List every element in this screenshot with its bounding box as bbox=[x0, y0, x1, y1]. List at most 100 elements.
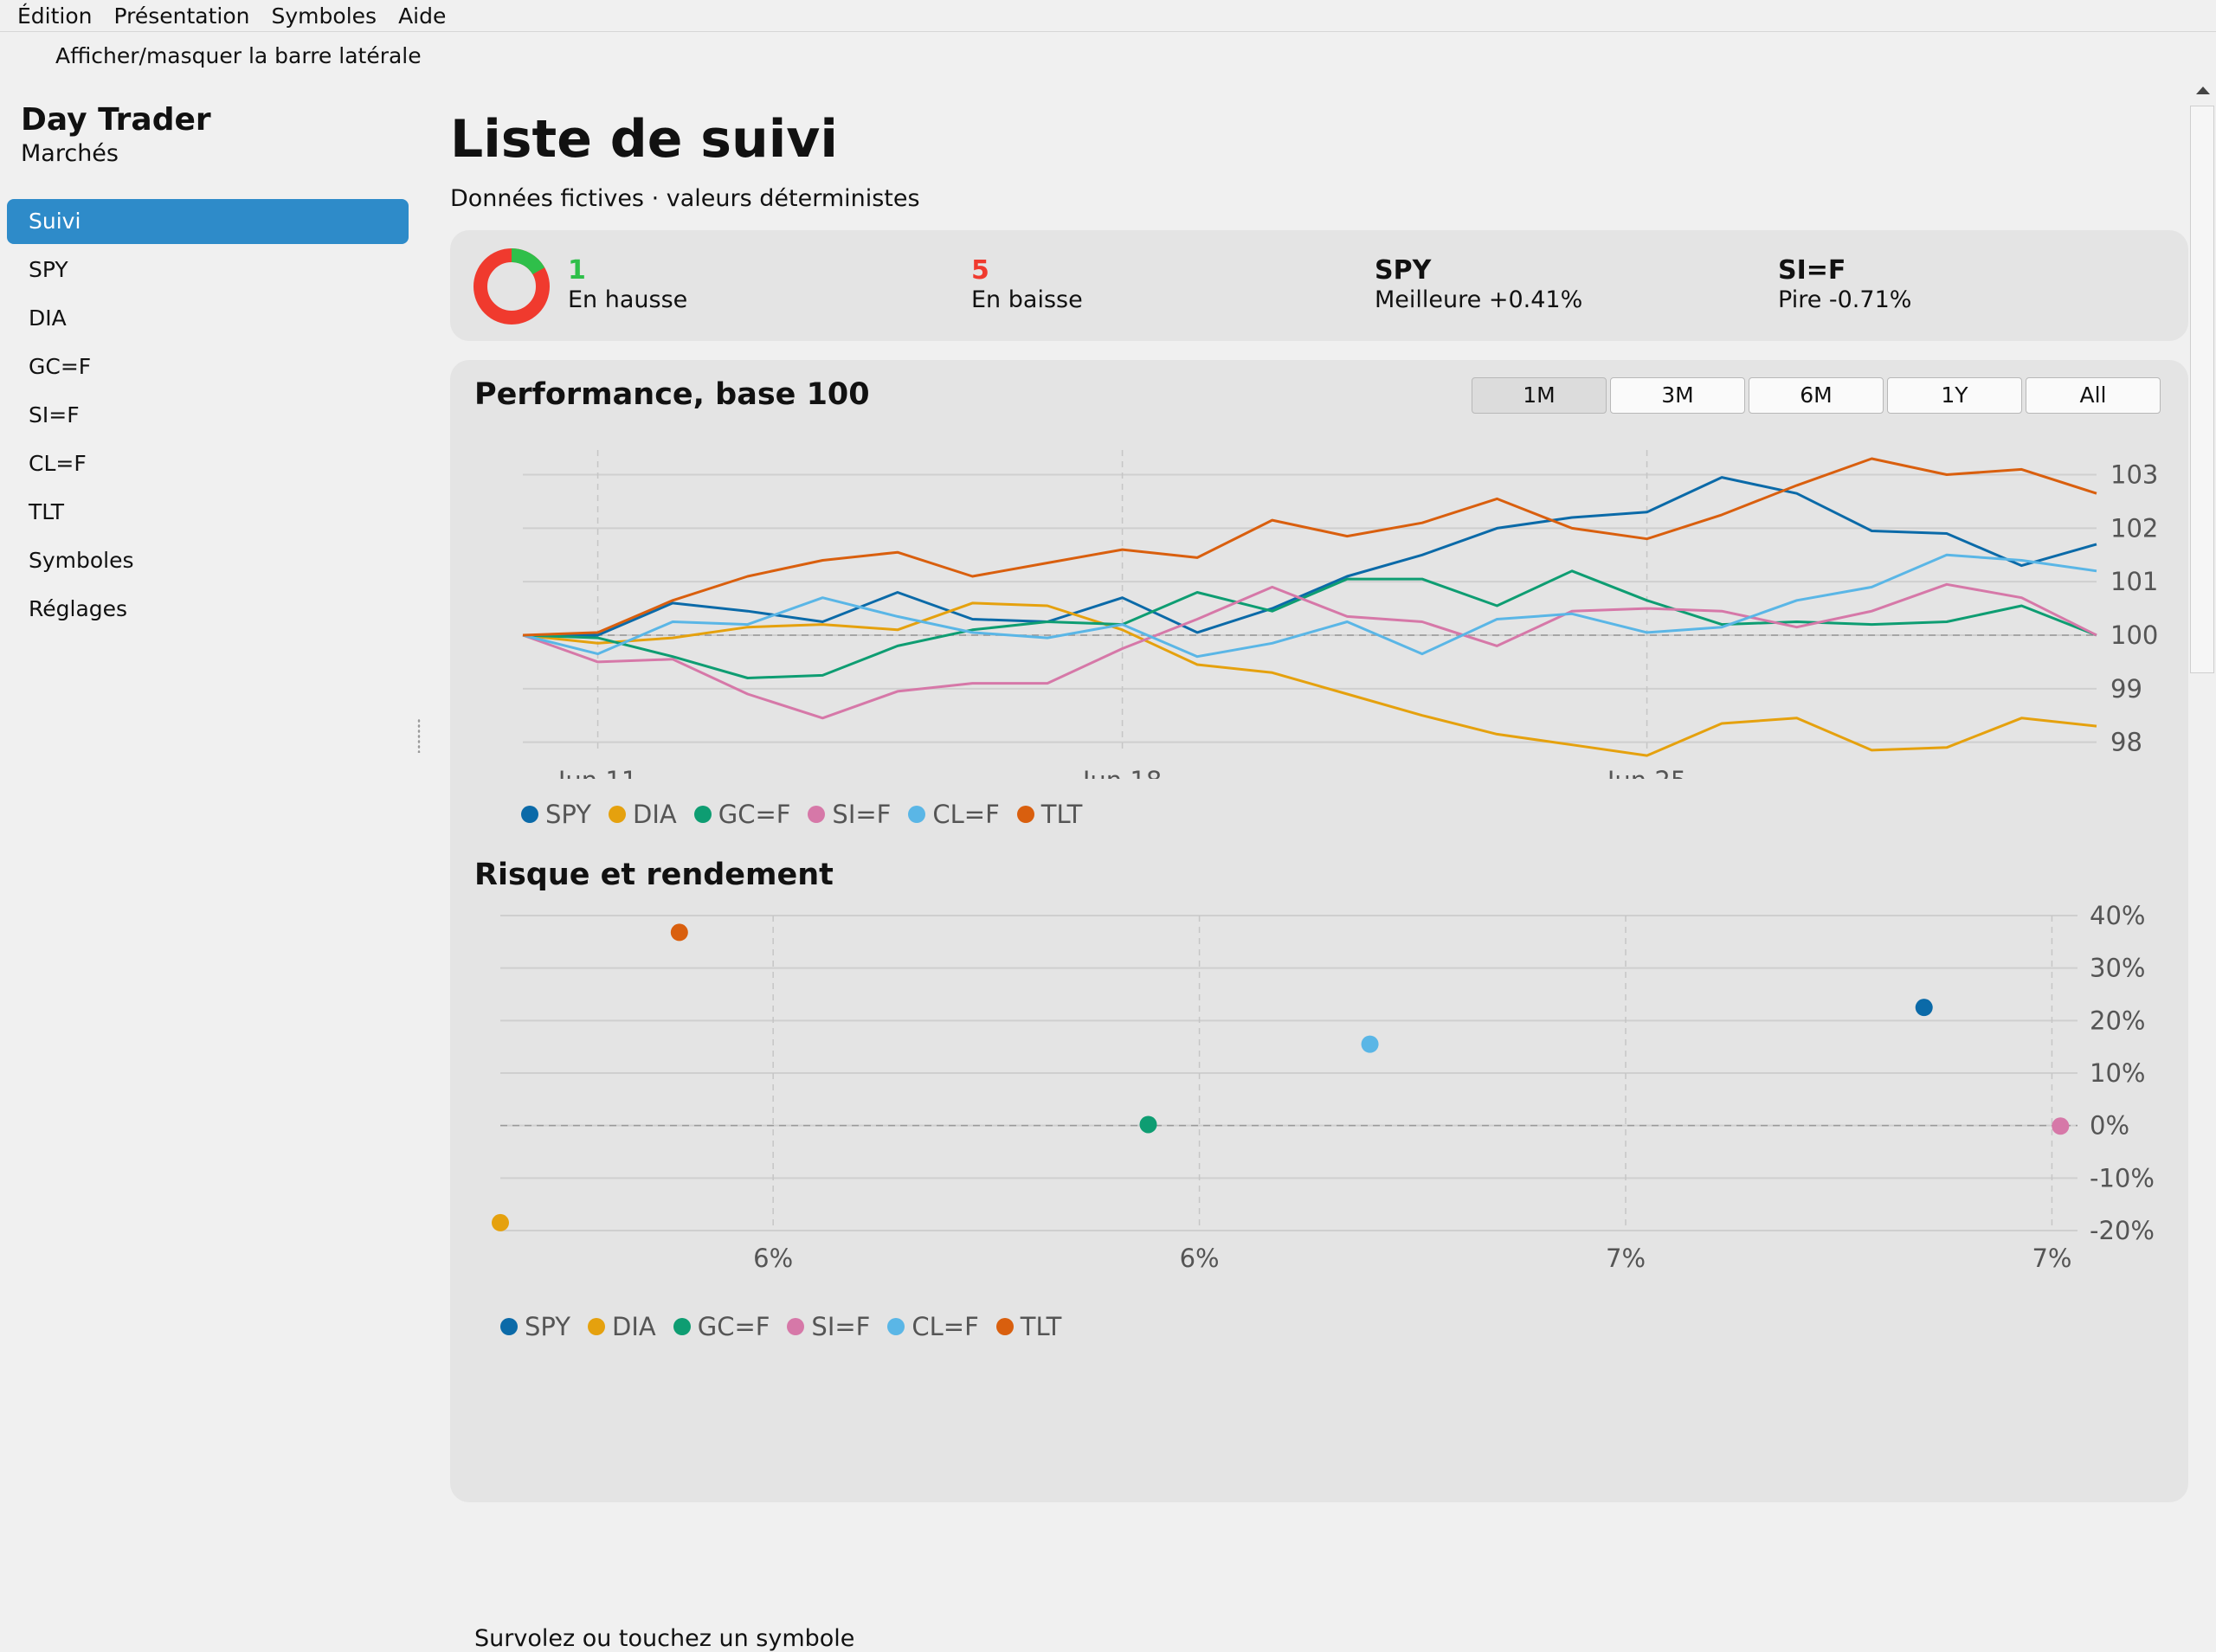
sidebar: Day Trader Marchés Suivi SPY DIA GC=F SI… bbox=[0, 87, 416, 1385]
menu-help[interactable]: Aide bbox=[398, 3, 447, 29]
performance-line-chart: 98 99 100 101 102 103 Jun 11 Jun 18 Jun 25 bbox=[522, 450, 2158, 779]
y-tick-label: 99 bbox=[2110, 674, 2142, 704]
series-line-si-f bbox=[522, 582, 2097, 720]
sidebar-item-settings[interactable]: Réglages bbox=[29, 596, 128, 621]
range-1y-button[interactable]: 1Y bbox=[1887, 377, 2022, 414]
menu-symbols[interactable]: Symboles bbox=[271, 3, 377, 29]
sidebar-item-gcf[interactable]: GC=F bbox=[29, 354, 92, 379]
risk-legend-cl-f[interactable]: CL=F bbox=[887, 1312, 979, 1341]
risk-legend-dia[interactable]: DIA bbox=[587, 1312, 656, 1341]
worst-symbol: SI=F bbox=[1778, 255, 1846, 286]
sidebar-item-tlt[interactable]: TLT bbox=[29, 499, 65, 524]
legend-label: TLT bbox=[1020, 1312, 1062, 1341]
performance-legend-cl-f[interactable]: CL=F bbox=[908, 800, 1000, 829]
up-down-donut-chart bbox=[473, 248, 550, 325]
page-title: Liste de suivi bbox=[450, 109, 838, 170]
y-tick-label: 102 bbox=[2110, 513, 2158, 543]
range-3m-button[interactable]: 3M bbox=[1610, 377, 1745, 414]
y-tick-label: 30% bbox=[2090, 954, 2145, 983]
risk-legend-si-f[interactable]: SI=F bbox=[787, 1312, 870, 1341]
legend-dot bbox=[521, 806, 538, 823]
legend-label: SI=F bbox=[811, 1312, 871, 1341]
x-tick-label: 7% bbox=[1606, 1244, 1646, 1273]
toggle-sidebar-button[interactable]: Afficher/masquer la barre latérale bbox=[55, 43, 422, 68]
legend-label: GC=F bbox=[718, 800, 791, 829]
best-symbol: SPY bbox=[1375, 255, 1432, 286]
y-tick-label: 0% bbox=[2090, 1111, 2129, 1141]
range-1m-button[interactable]: 1M bbox=[1472, 377, 1607, 414]
sidebar-item-clf[interactable]: CL=F bbox=[29, 451, 87, 476]
scatter-point-tlt bbox=[670, 923, 688, 942]
scatter-point-spy bbox=[1915, 999, 1933, 1017]
range-all-button[interactable]: All bbox=[2026, 377, 2161, 414]
sidebar-splitter-handle[interactable] bbox=[417, 718, 421, 753]
performance-legend-spy[interactable]: SPY bbox=[521, 800, 591, 829]
scatter-point-gc-f bbox=[1139, 1115, 1157, 1134]
menu-view[interactable]: Présentation bbox=[113, 3, 250, 29]
sidebar-item-spy[interactable]: SPY bbox=[29, 257, 68, 282]
legend-dot bbox=[887, 1318, 905, 1335]
x-tick-label: Jun 11 bbox=[557, 766, 637, 779]
series-line-dia bbox=[522, 601, 2097, 757]
legend-dot bbox=[808, 806, 826, 823]
scroll-up-arrow-icon[interactable] bbox=[2196, 87, 2210, 94]
legend-dot bbox=[500, 1318, 518, 1335]
legend-dot bbox=[908, 806, 926, 823]
stat-up: 1 En hausse bbox=[568, 256, 687, 315]
sidebar-item-suivi[interactable]: Suivi bbox=[7, 199, 409, 244]
legend-label: SI=F bbox=[832, 800, 892, 829]
sidebar-item-dia[interactable]: DIA bbox=[29, 305, 67, 331]
app-title: Day Trader bbox=[21, 102, 211, 138]
legend-label: TLT bbox=[1040, 800, 1083, 829]
legend-label: SPY bbox=[545, 800, 591, 829]
y-tick-label: 103 bbox=[2110, 460, 2158, 490]
series-line-gc-f bbox=[522, 569, 2097, 679]
performance-legend-dia[interactable]: DIA bbox=[608, 800, 677, 829]
up-count: 1 bbox=[568, 255, 586, 286]
sidebar-item-sif[interactable]: SI=F bbox=[29, 402, 80, 427]
risk-legend-gc-f[interactable]: GC=F bbox=[673, 1312, 770, 1341]
performance-legend-tlt[interactable]: TLT bbox=[1016, 800, 1083, 829]
scatter-point-cl-f bbox=[1361, 1035, 1379, 1053]
y-tick-label: 101 bbox=[2110, 567, 2158, 596]
y-tick-label: 40% bbox=[2090, 905, 2145, 930]
risk-return-scatter-chart: 40% 30% 20% 10% 0% -10% -20% 6% 6% 7% 7% bbox=[492, 905, 2155, 1273]
performance-legend: SPY DIA GC=F SI=F CL=F TLT bbox=[521, 800, 1099, 829]
up-label: En hausse bbox=[568, 286, 688, 313]
risk-legend-spy[interactable]: SPY bbox=[500, 1312, 570, 1341]
risk-legend: SPY DIA GC=F SI=F CL=F TLT bbox=[500, 1312, 1079, 1341]
vertical-scrollbar[interactable] bbox=[2190, 87, 2216, 1385]
performance-legend-si-f[interactable]: SI=F bbox=[808, 800, 891, 829]
stat-down: 5 En baisse bbox=[971, 256, 1083, 315]
y-tick-label: 100 bbox=[2110, 620, 2158, 650]
summary-card: 1 En hausse 5 En baisse SPY Meilleure +0… bbox=[450, 230, 2188, 341]
stat-best: SPY Meilleure +0.41% bbox=[1375, 256, 1582, 315]
legend-dot bbox=[587, 1318, 605, 1335]
legend-label: DIA bbox=[611, 1312, 656, 1341]
range-6m-button[interactable]: 6M bbox=[1749, 377, 1884, 414]
sidebar-item-symbols[interactable]: Symboles bbox=[29, 548, 134, 573]
legend-dot bbox=[673, 1318, 691, 1335]
donut-up-segment bbox=[473, 248, 550, 325]
scatter-point-si-f bbox=[2052, 1117, 2070, 1135]
performance-legend-gc-f[interactable]: GC=F bbox=[693, 800, 791, 829]
legend-dot bbox=[608, 806, 626, 823]
scroll-thumb[interactable] bbox=[2190, 106, 2214, 673]
legend-label: SPY bbox=[525, 1312, 570, 1341]
legend-label: CL=F bbox=[912, 1312, 979, 1341]
best-label: Meilleure +0.41% bbox=[1375, 286, 1583, 313]
legend-label: DIA bbox=[632, 800, 677, 829]
y-tick-label: -20% bbox=[2090, 1216, 2155, 1245]
legend-label: CL=F bbox=[932, 800, 1000, 829]
series-line-tlt bbox=[522, 457, 2097, 637]
risk-legend-tlt[interactable]: TLT bbox=[995, 1312, 1062, 1341]
down-label: En baisse bbox=[971, 286, 1083, 313]
y-tick-label: 10% bbox=[2090, 1058, 2145, 1088]
risk-title: Risque et rendement bbox=[474, 858, 834, 892]
y-tick-label: 20% bbox=[2090, 1006, 2145, 1035]
range-selector: 1M 3M 6M 1Y All bbox=[1472, 377, 2164, 414]
legend-dot bbox=[787, 1318, 805, 1335]
series-line-spy bbox=[523, 476, 2097, 637]
menu-edit[interactable]: Édition bbox=[17, 3, 93, 29]
legend-dot bbox=[693, 806, 712, 823]
